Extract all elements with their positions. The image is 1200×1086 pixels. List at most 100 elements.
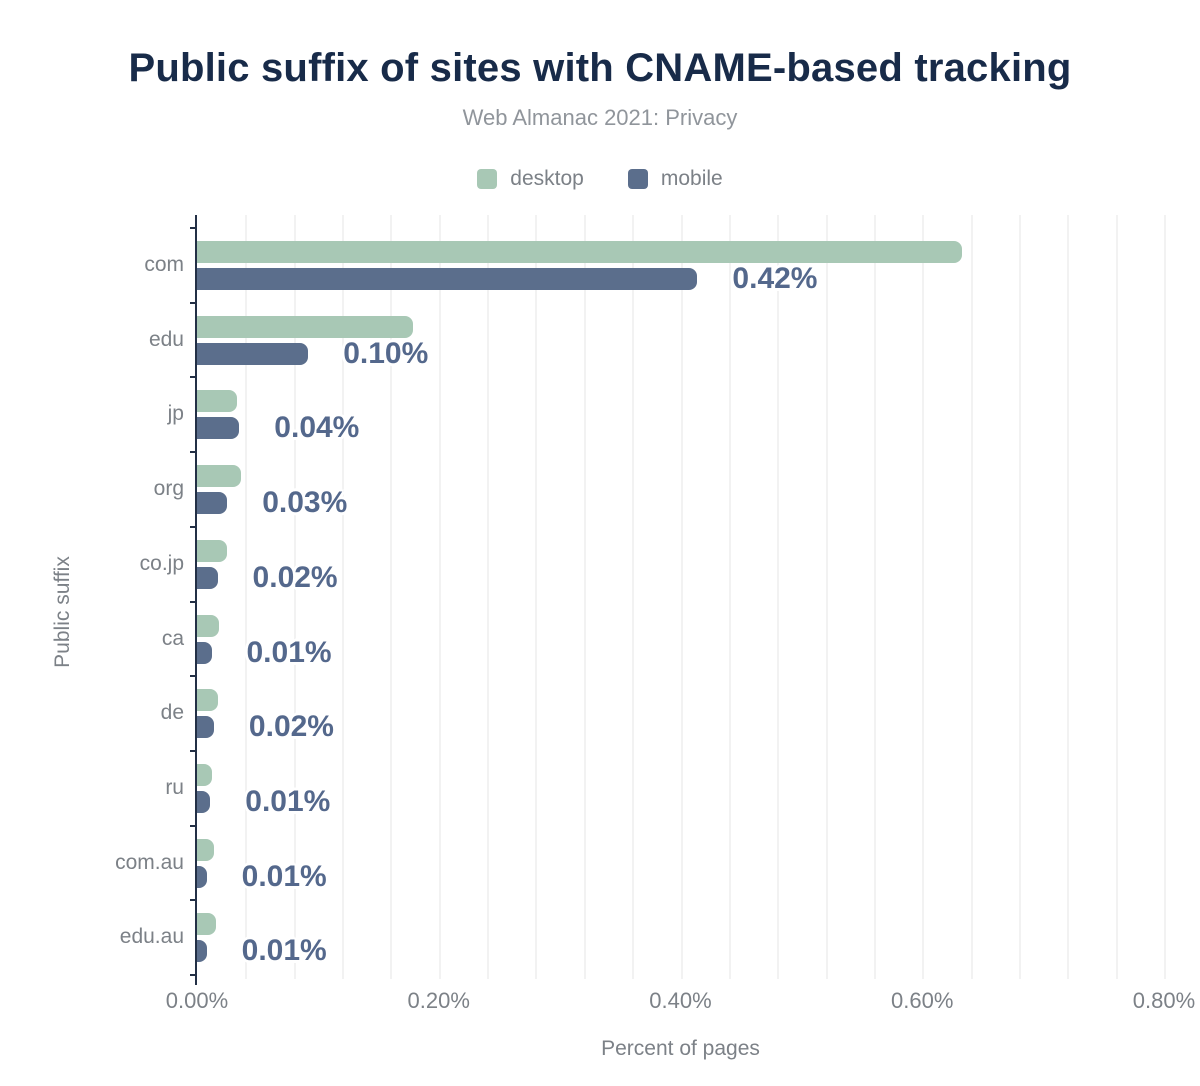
- gridline: [680, 215, 683, 979]
- category-label: com.au: [115, 850, 184, 874]
- bar-row: edu.au 0.01%: [120, 900, 1164, 975]
- desktop-bar: [197, 838, 214, 861]
- desktop-bar: [197, 614, 219, 637]
- y-axis-tick: [190, 974, 197, 976]
- x-tick-label: 0.40%: [649, 988, 712, 1013]
- value-annotation: 0.42%: [732, 262, 818, 295]
- category-label: ru: [165, 775, 184, 799]
- gridline: [390, 215, 393, 979]
- y-axis-tick: [190, 675, 197, 678]
- x-axis-title: Percent of pages: [601, 1037, 760, 1060]
- value-annotation: 0.02%: [248, 710, 334, 744]
- value-annotation: 0.01%: [245, 784, 331, 818]
- mobile-bar: [197, 492, 228, 515]
- mobile-bar: [197, 641, 212, 664]
- bar-row: co.jp 0.02%: [140, 527, 1164, 602]
- mobile-bar: [197, 417, 240, 440]
- gridline: [632, 215, 635, 979]
- mobile-swatch-icon: [627, 169, 648, 189]
- gridline: [438, 215, 441, 979]
- chart-title: Public suffix of sites with CNAME-based …: [128, 46, 1072, 90]
- gridline: [487, 215, 490, 979]
- value-annotation: 0.04%: [274, 411, 360, 445]
- bar-row: com.au 0.01%: [115, 826, 1164, 901]
- desktop-bar: [197, 390, 237, 413]
- category-label: edu: [148, 327, 184, 351]
- gridline: [728, 215, 731, 979]
- x-tick-label: 0.00%: [165, 988, 229, 1013]
- desktop-bar: [197, 689, 218, 712]
- legend-item-mobile: mobile: [627, 167, 723, 191]
- gridline: [583, 215, 586, 979]
- bar-rows: com 0.42% edu 0.10% jp 0.04% org 0.03% co.jp 0.02…: [115, 228, 1164, 975]
- y-axis-tick: [190, 301, 197, 304]
- plot-area: com 0.42% edu 0.10% jp 0.04% org 0.03% co.jp 0.02…: [115, 215, 1195, 1060]
- category-label: ca: [161, 626, 184, 650]
- desktop-bar: [197, 763, 212, 786]
- mobile-bar: [197, 940, 207, 963]
- mobile-bar: [197, 268, 698, 290]
- y-axis-tick: [190, 824, 197, 827]
- gridline: [825, 215, 828, 979]
- y-axis-title: Public suffix: [51, 556, 74, 668]
- category-label: com: [144, 253, 184, 276]
- mobile-bar: [197, 865, 207, 888]
- category-label: co.jp: [139, 551, 184, 575]
- bar-row: ca 0.01%: [162, 602, 1164, 677]
- legend: desktop mobile: [0, 167, 1200, 191]
- bar-row: org 0.03%: [154, 452, 1164, 527]
- mobile-bar: [197, 342, 309, 365]
- desktop-bar: [197, 315, 414, 338]
- desktop-swatch-icon: [477, 169, 498, 189]
- y-axis-tick: [190, 600, 197, 603]
- bar-row: de 0.02%: [161, 676, 1164, 751]
- bar-row: jp 0.04%: [168, 377, 1164, 452]
- desktop-bar: [197, 539, 228, 562]
- category-label: org: [153, 477, 184, 501]
- gridline: [777, 215, 780, 979]
- desktop-bar: [197, 241, 963, 263]
- mobile-bar: [197, 566, 218, 589]
- value-annotation: 0.10%: [343, 336, 429, 370]
- y-axis-tick: [190, 227, 197, 229]
- y-axis-tick: [190, 451, 197, 454]
- gridline: [342, 215, 345, 979]
- gridline: [873, 215, 876, 979]
- gridline: [1018, 215, 1021, 979]
- gridline: [293, 215, 296, 979]
- gridline: [922, 215, 925, 979]
- category-label: de: [160, 701, 184, 725]
- mobile-bar: [197, 716, 214, 739]
- desktop-bar: [197, 465, 241, 488]
- mobile-bar: [197, 790, 211, 813]
- desktop-bar: [197, 913, 217, 936]
- y-axis-tick: [190, 525, 197, 528]
- legend-label-desktop: desktop: [510, 167, 584, 190]
- category-label: edu.au: [119, 925, 184, 949]
- gridline: [535, 215, 538, 979]
- value-annotation: 0.02%: [252, 560, 338, 594]
- bar-row: ru 0.01%: [165, 751, 1164, 826]
- bar-row: edu 0.10%: [149, 303, 1164, 378]
- x-tick-label: 0.60%: [891, 988, 954, 1013]
- gridline: [245, 215, 248, 979]
- bar-row: com 0.42%: [144, 228, 1164, 303]
- x-tick-label: 0.80%: [1132, 988, 1196, 1013]
- y-axis-line: [195, 215, 197, 985]
- x-tick-label: 0.20%: [407, 988, 470, 1013]
- y-axis-tick: [190, 376, 197, 379]
- gridline: [1164, 215, 1166, 979]
- legend-item-desktop: desktop: [477, 167, 584, 191]
- gridline: [1067, 215, 1070, 979]
- y-axis-tick: [190, 899, 197, 902]
- gridline: [1115, 215, 1118, 979]
- legend-label-mobile: mobile: [660, 167, 723, 190]
- chart-subtitle: Web Almanac 2021: Privacy: [462, 105, 738, 130]
- gridline: [970, 215, 973, 979]
- value-annotation: 0.01%: [241, 859, 327, 893]
- value-annotation: 0.01%: [246, 635, 332, 669]
- value-annotation: 0.01%: [241, 934, 327, 968]
- y-axis-tick: [190, 749, 197, 752]
- category-label: jp: [167, 402, 184, 426]
